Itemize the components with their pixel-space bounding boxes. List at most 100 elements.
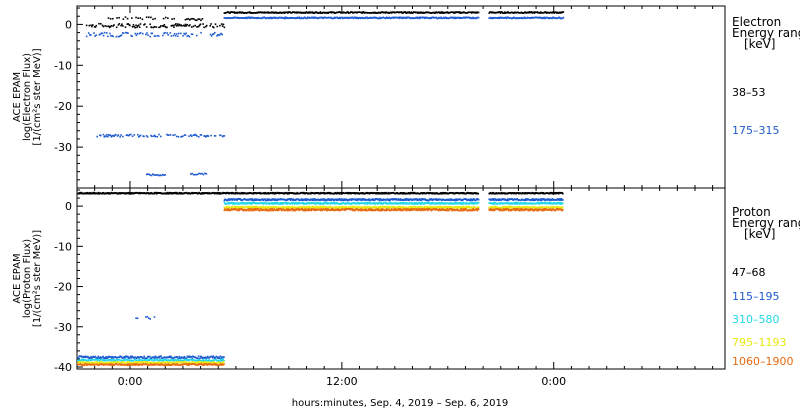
proton-point [453, 202, 456, 205]
electron-point [205, 136, 207, 138]
proton-point [188, 355, 191, 358]
proton-point [228, 199, 231, 201]
proton-point [328, 207, 331, 209]
proton-point [127, 361, 129, 364]
electron-ylabel-line: ACE EPAM [12, 72, 23, 122]
electron-point [147, 16, 150, 19]
proton-point [187, 356, 190, 358]
proton-point [176, 359, 179, 362]
proton-point [111, 358, 114, 361]
electron-point [184, 33, 186, 36]
electron-point [209, 33, 212, 36]
electron-point [154, 174, 157, 176]
proton-point [134, 356, 137, 359]
electron-point [194, 133, 197, 136]
proton-point [232, 203, 235, 205]
proton-point [524, 198, 527, 200]
proton-point [383, 191, 385, 194]
electron-point [210, 23, 212, 25]
electron-point [233, 11, 236, 13]
proton-point [469, 199, 471, 202]
electron-point [190, 26, 193, 28]
proton-point [388, 198, 391, 201]
electron-point [159, 174, 162, 176]
electron-point [105, 135, 107, 138]
proton-point [233, 198, 235, 200]
proton-point [118, 356, 121, 359]
electron-point [199, 23, 202, 26]
proton-point [234, 206, 236, 209]
proton-point [532, 199, 535, 202]
proton-point [110, 359, 112, 362]
proton-point [296, 191, 298, 194]
proton-point [504, 205, 507, 208]
electron-point [273, 16, 276, 19]
proton-point [347, 192, 349, 194]
electron-point [503, 12, 505, 14]
electron-point [85, 24, 88, 27]
proton-point [180, 361, 183, 363]
electron-point [99, 22, 102, 25]
proton-point [89, 359, 91, 362]
electron-point [319, 11, 322, 13]
electron-point [388, 16, 391, 19]
electron-point [136, 32, 139, 35]
proton-point [336, 199, 339, 201]
electron-point [90, 33, 92, 36]
electron-point [194, 173, 196, 176]
proton-legend-entry: 310–580 [732, 313, 780, 326]
proton-point [350, 198, 352, 201]
electron-point [435, 16, 438, 19]
electron-point [102, 25, 105, 28]
proton-point [128, 363, 131, 366]
proton-point [354, 198, 356, 200]
electron-point [512, 17, 515, 20]
proton-point [433, 205, 435, 208]
electron-point [150, 174, 153, 177]
proton-point [91, 192, 94, 195]
electron-point [150, 32, 153, 35]
proton-point [450, 206, 453, 208]
electron-point [165, 26, 167, 29]
proton-point [376, 191, 379, 194]
electron-point [299, 17, 302, 20]
electron-point [366, 16, 368, 19]
proton-point [273, 202, 276, 204]
proton-point [79, 191, 82, 194]
proton-point [306, 206, 308, 208]
proton-point [165, 192, 168, 195]
proton-point [501, 191, 503, 194]
proton-point [421, 192, 423, 194]
proton-point [327, 198, 330, 200]
electron-point [197, 173, 199, 176]
proton-point [110, 357, 113, 360]
proton-point [403, 199, 406, 201]
proton-point [165, 361, 168, 363]
proton-point [423, 205, 426, 208]
electron-point [189, 24, 191, 26]
proton-point [336, 192, 338, 195]
electron-point [216, 25, 219, 28]
proton-point [223, 360, 225, 362]
proton-point [406, 199, 408, 201]
proton-point [92, 192, 95, 195]
electron-point [477, 16, 480, 19]
electron-point [175, 33, 178, 35]
electron-point [401, 17, 404, 20]
proton-point [227, 201, 230, 204]
proton-point [322, 191, 325, 194]
electron-point [539, 12, 541, 14]
proton-point [310, 192, 312, 195]
proton-point [454, 199, 457, 202]
proton-ylabel: ACE EPAMlog(Proton Flux)[1/(cm²s ster Me… [12, 230, 43, 327]
proton-point [525, 199, 528, 201]
proton-point [118, 358, 121, 361]
proton-point [537, 199, 539, 202]
electron-point [418, 16, 421, 19]
proton-point [511, 198, 514, 200]
proton-point [537, 202, 540, 204]
proton-point [401, 205, 404, 208]
electron-point [216, 34, 218, 37]
proton-point [135, 362, 138, 365]
proton-point [546, 202, 548, 205]
